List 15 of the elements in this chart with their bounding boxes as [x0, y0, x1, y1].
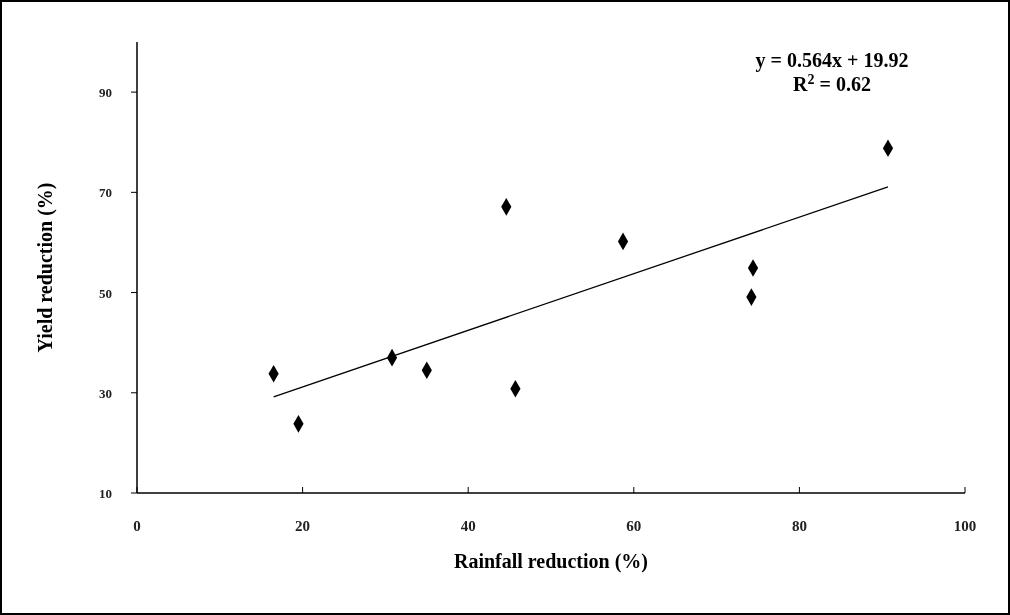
y-tick-label: 70	[99, 185, 112, 201]
y-axis-title: Yield reduction (%)	[34, 182, 57, 353]
x-tick-label: 40	[460, 518, 476, 534]
x-tick-label: 100	[953, 518, 977, 534]
x-tick-label: 80	[791, 518, 807, 534]
x-tick-label: 0	[133, 518, 141, 534]
x-axis-title: Rainfall reduction (%)	[453, 550, 649, 573]
annotation: y = 0.564x + 19.92	[755, 49, 909, 72]
x-tick-label: 60	[626, 518, 642, 534]
annotation: R$^{2}$ = 0.62	[793, 71, 871, 95]
x-tick-label: 20	[295, 518, 311, 534]
y-tick-label: 10	[99, 486, 112, 501]
y-tick-label: 50	[99, 285, 112, 301]
y-tick-label: 90	[99, 85, 112, 101]
y-tick-label: 30	[99, 385, 112, 401]
